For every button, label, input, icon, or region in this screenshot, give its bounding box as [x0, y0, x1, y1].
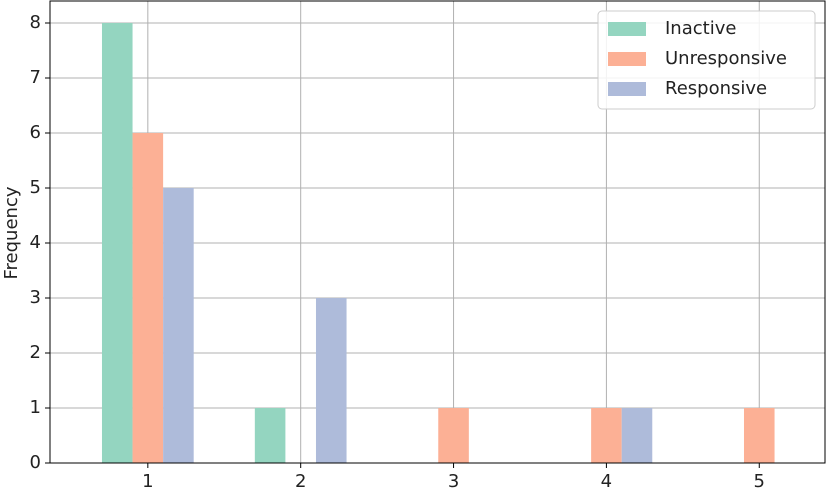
x-tick-label: 4	[601, 471, 612, 491]
legend: Inactive Unresponsive Responsive	[597, 10, 816, 110]
bar	[315, 298, 347, 463]
y-tick-label: 5	[30, 177, 41, 198]
legend-swatch	[608, 82, 646, 96]
legend-box	[597, 10, 816, 110]
legend-swatch	[608, 52, 646, 66]
y-tick-label: 3	[30, 287, 41, 308]
legend-label: Unresponsive	[665, 48, 787, 69]
bar	[438, 408, 469, 463]
x-tick-label: 5	[754, 471, 765, 491]
x-tick-label: 1	[142, 471, 153, 491]
legend-label: Responsive	[665, 78, 767, 99]
y-tick-label: 2	[30, 342, 41, 363]
bar	[591, 408, 622, 463]
bar	[101, 23, 133, 463]
y-tick-label: 8	[30, 12, 41, 33]
y-tick-label: 0	[30, 452, 41, 473]
x-tick-label: 2	[295, 471, 306, 491]
y-tick-label: 7	[30, 67, 41, 88]
y-tick-label: 6	[30, 122, 41, 143]
bar	[132, 133, 164, 463]
legend-swatch	[608, 22, 646, 36]
y-tick-label: 4	[30, 232, 41, 253]
bar	[163, 188, 194, 463]
bar	[743, 408, 775, 463]
bar	[254, 408, 286, 463]
legend-label: Inactive	[665, 18, 736, 39]
y-tick-label: 1	[30, 397, 41, 418]
bar	[621, 408, 653, 463]
y-axis-label: Frequency	[1, 186, 22, 279]
x-tick-label: 3	[448, 471, 459, 491]
plot-frame	[49, 0, 826, 464]
